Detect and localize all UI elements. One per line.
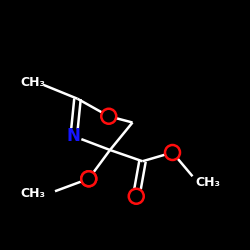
Circle shape	[165, 145, 180, 160]
Text: N: N	[67, 127, 81, 145]
Circle shape	[129, 189, 144, 204]
Text: CH₃: CH₃	[20, 187, 45, 200]
Text: CH₃: CH₃	[20, 76, 45, 89]
Circle shape	[66, 128, 82, 144]
Text: CH₃: CH₃	[195, 176, 220, 189]
Circle shape	[81, 171, 96, 186]
Circle shape	[81, 171, 96, 186]
Circle shape	[101, 109, 116, 124]
